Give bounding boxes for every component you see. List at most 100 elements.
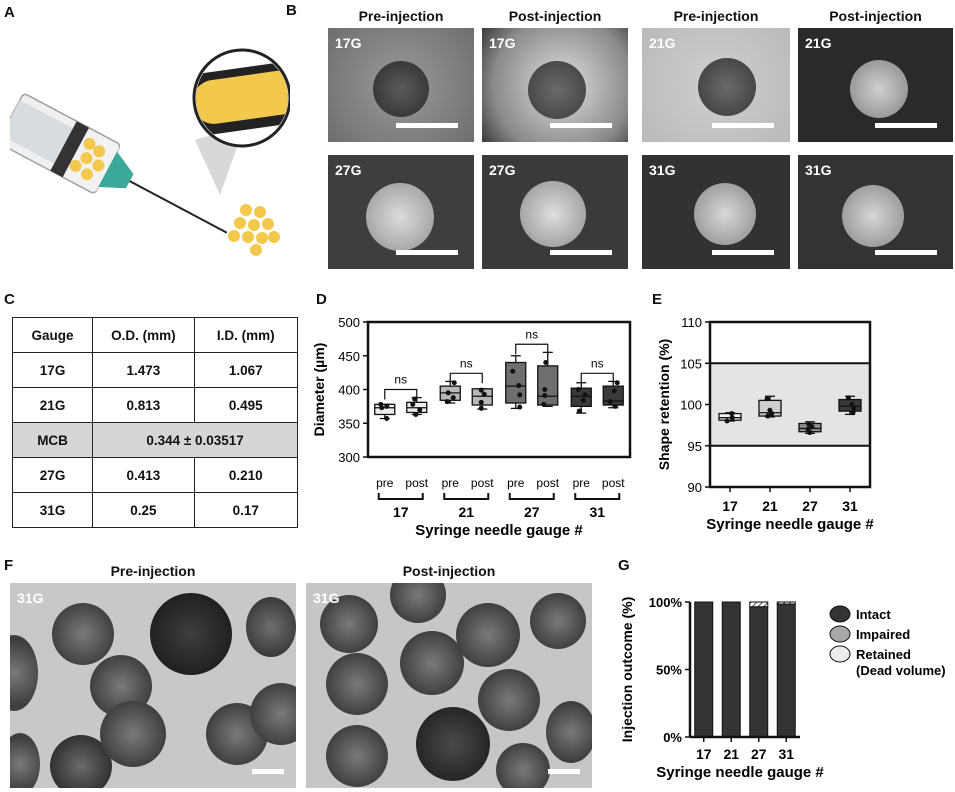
group-label: 21 xyxy=(458,504,474,520)
y-tick-label: 350 xyxy=(338,416,360,431)
condition-label: pre xyxy=(507,476,525,490)
bar-segment xyxy=(721,601,741,738)
y-tick-label: 105 xyxy=(680,356,702,371)
data-point xyxy=(384,416,390,422)
significance-label: ns xyxy=(394,373,407,387)
f-header-pre: Pre-injection xyxy=(110,563,196,579)
table-row: 21G 0.813 0.495 xyxy=(11,387,299,423)
micrograph-27g-post: 27G xyxy=(482,155,628,269)
chart-g-injection-outcome: 0% 50% 100% Injection outcome (%) 17 21 27 31 Sy… xyxy=(620,595,946,781)
micrograph-17g-post: 17G xyxy=(482,28,628,142)
table-header: Gauge xyxy=(11,317,94,353)
table-row: 31G 0.25 0.17 xyxy=(11,492,299,528)
group-bracket xyxy=(377,493,424,500)
micrograph-31g-pre-wide: 31G xyxy=(10,583,296,788)
data-point xyxy=(729,411,735,417)
micrograph-tag: 27G xyxy=(489,162,516,178)
micrograph-tag: 17G xyxy=(335,35,362,51)
micrograph-tag: 27G xyxy=(335,162,362,178)
data-point xyxy=(729,415,735,421)
significance-label: ns xyxy=(525,327,538,341)
b-header-pre-2: Pre-injection xyxy=(673,8,759,24)
x-axis-label: Syringe needle gauge # xyxy=(656,764,824,781)
data-point xyxy=(542,387,548,392)
data-point xyxy=(417,407,423,413)
data-point xyxy=(413,411,419,417)
group-label: 31 xyxy=(589,504,605,520)
x-axis-label: Syringe needle gauge # xyxy=(415,522,583,539)
table-header: I.D. (mm) xyxy=(193,317,299,353)
y-tick-label: 450 xyxy=(338,349,360,364)
group-label: 27 xyxy=(524,504,540,520)
scale-bar xyxy=(396,250,458,255)
micrograph-31g-post-wide: 31G xyxy=(306,583,592,788)
data-point xyxy=(541,401,547,407)
data-point xyxy=(542,393,548,399)
data-point xyxy=(724,418,730,424)
box xyxy=(505,361,527,404)
table-cell: 31G xyxy=(11,492,94,528)
data-point xyxy=(576,408,582,414)
panel-label-c: C xyxy=(4,291,15,308)
condition-label: post xyxy=(405,476,428,490)
legend-label: Retained xyxy=(856,647,911,662)
data-point xyxy=(845,395,851,401)
condition-label: pre xyxy=(573,476,591,490)
data-point xyxy=(451,380,457,386)
y-tick-label: 500 xyxy=(338,315,360,330)
data-point xyxy=(481,391,487,397)
data-point xyxy=(510,368,516,374)
box xyxy=(374,403,396,416)
table-cell: 1.067 xyxy=(193,352,299,388)
table-cell: 0.210 xyxy=(193,457,299,493)
micrograph-27g-pre: 27G xyxy=(328,155,474,269)
y-tick-label: 100% xyxy=(649,595,683,610)
data-point xyxy=(478,405,484,411)
x-tick-label: 21 xyxy=(762,498,778,514)
legend-swatch xyxy=(829,625,851,643)
significance-bracket xyxy=(515,343,549,355)
data-point xyxy=(764,396,770,402)
micrograph-tag: 17G xyxy=(489,35,516,51)
y-tick-label: 100 xyxy=(680,398,702,413)
significance-label: ns xyxy=(460,356,473,370)
y-axis-label: Injection outcome (%) xyxy=(620,597,635,742)
scale-bar xyxy=(712,250,774,255)
scale-bar xyxy=(875,250,937,255)
data-point xyxy=(575,387,581,392)
x-tick-label: 17 xyxy=(722,498,738,514)
significance-bracket xyxy=(449,372,483,384)
box xyxy=(537,365,559,406)
data-point xyxy=(444,399,450,405)
y-tick-label: 400 xyxy=(338,383,360,398)
data-point xyxy=(767,407,773,413)
bar-segment xyxy=(694,601,714,738)
micrograph-tag: 21G xyxy=(805,35,832,51)
panel-label-d: D xyxy=(316,291,327,308)
legend-label: Intact xyxy=(856,607,891,622)
micrograph-tag: 31G xyxy=(313,590,340,606)
scale-bar xyxy=(252,769,284,774)
b-header-post-2: Post-injection xyxy=(829,8,922,24)
y-tick-label: 50% xyxy=(656,663,682,678)
data-point xyxy=(412,396,418,402)
data-point xyxy=(805,426,811,432)
data-point xyxy=(445,390,451,396)
data-point xyxy=(607,399,613,405)
panel-label-b: B xyxy=(286,2,297,19)
group-bracket xyxy=(508,493,555,500)
condition-label: post xyxy=(471,476,494,490)
micrograph-31g-pre: 31G xyxy=(642,155,790,269)
group-bracket xyxy=(574,493,621,500)
significance-label: ns xyxy=(591,356,604,370)
x-tick-label: 31 xyxy=(842,498,858,514)
condition-label: post xyxy=(536,476,559,490)
scale-bar xyxy=(550,250,612,255)
y-tick-label: 0% xyxy=(663,730,682,745)
data-point xyxy=(516,382,522,388)
scale-bar xyxy=(548,769,580,774)
table-cell: 0.17 xyxy=(193,492,299,528)
table-header-row: Gauge O.D. (mm) I.D. (mm) xyxy=(11,317,299,353)
data-point xyxy=(614,380,620,386)
table-cell: 0.495 xyxy=(193,387,299,423)
